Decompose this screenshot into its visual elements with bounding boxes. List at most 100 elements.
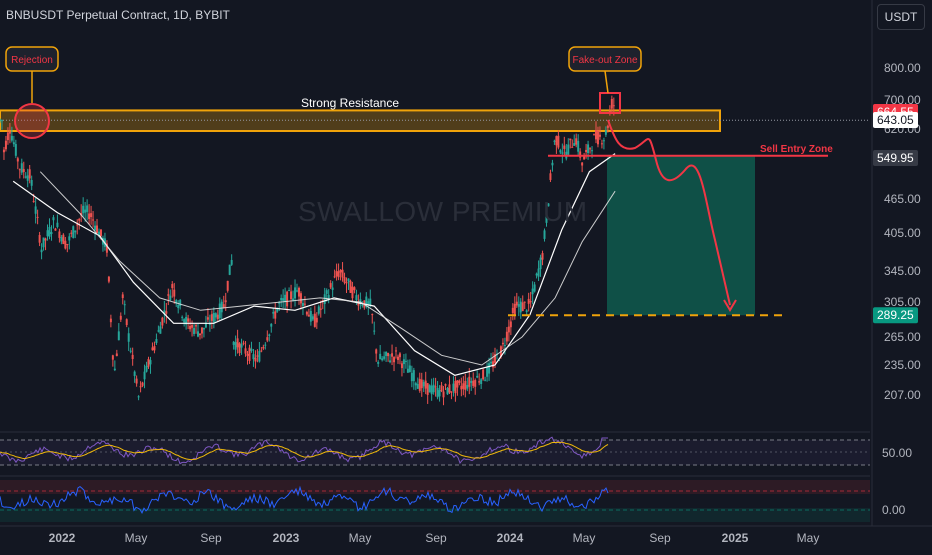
- candle-body: [258, 351, 261, 362]
- candle-body: [34, 206, 37, 214]
- candle-body: [86, 205, 89, 212]
- candle-body: [159, 326, 162, 334]
- candle-body: [26, 175, 29, 181]
- y-tick-label: 700.00: [884, 93, 921, 107]
- candle-body: [179, 299, 182, 307]
- candle-body: [153, 346, 156, 351]
- candle-body: [260, 350, 263, 352]
- candle-body: [373, 330, 376, 332]
- candle-body: [567, 144, 570, 155]
- candle-body: [200, 327, 203, 334]
- candle-body: [367, 301, 370, 305]
- candle-body: [347, 278, 350, 282]
- candle-body: [408, 365, 411, 373]
- projection-arrow: [723, 299, 737, 312]
- candle-body: [145, 365, 148, 372]
- candle-body: [365, 296, 368, 307]
- candle-body: [278, 302, 281, 304]
- candle-body: [129, 350, 132, 352]
- candle-body: [452, 383, 455, 392]
- candle-body: [72, 226, 75, 238]
- candle-body: [181, 316, 184, 318]
- candle-body: [157, 330, 160, 332]
- candle-body: [133, 371, 136, 377]
- candle-body: [478, 381, 481, 383]
- candle-body: [48, 226, 51, 237]
- y-tick-label: 207.00: [884, 388, 921, 402]
- y-tick-label: 345.00: [884, 264, 921, 278]
- rejection-label: Rejection: [11, 55, 53, 66]
- candle-body: [210, 314, 213, 321]
- candle-body: [149, 360, 152, 365]
- candle-body: [555, 136, 558, 146]
- candle-body: [594, 129, 597, 140]
- candle-body: [468, 376, 471, 387]
- candle-body: [454, 380, 457, 394]
- candle-body: [375, 349, 378, 354]
- candle-body: [173, 289, 176, 297]
- resistance-label: Strong Resistance: [301, 96, 399, 110]
- candle-body: [32, 201, 35, 203]
- candle-body: [325, 290, 328, 294]
- candle-body: [551, 162, 554, 166]
- candle-body: [121, 294, 124, 299]
- candle-body: [539, 257, 542, 270]
- candle-body: [248, 347, 251, 361]
- candle-body: [198, 333, 201, 336]
- candle-body: [549, 173, 552, 180]
- candle-body: [432, 384, 435, 393]
- fakeout-pointer: [604, 70, 609, 94]
- candle-body: [402, 359, 405, 365]
- candle-body: [416, 384, 419, 389]
- candle-body: [494, 354, 497, 363]
- candle-body: [442, 391, 445, 398]
- currency-button[interactable]: USDT: [877, 4, 925, 30]
- candle-body: [553, 140, 556, 142]
- rsi-line: [0, 436, 608, 465]
- candle-body: [28, 169, 31, 179]
- candle-body: [430, 385, 433, 395]
- candle-body: [254, 357, 257, 362]
- candle-body: [450, 391, 453, 393]
- candle-body: [398, 353, 401, 358]
- x-tick-label: 2022: [49, 531, 76, 545]
- candle-body: [537, 268, 540, 277]
- candle-body: [395, 350, 398, 352]
- candle-body: [70, 232, 73, 234]
- candle-body: [531, 288, 534, 295]
- candle-body: [270, 323, 273, 327]
- candle-body: [155, 339, 158, 343]
- candle-body: [82, 205, 85, 214]
- candle-body: [222, 304, 225, 308]
- candle-body: [280, 297, 283, 301]
- candle-body: [509, 321, 512, 328]
- candle-body: [12, 142, 15, 145]
- candle-body: [311, 316, 314, 320]
- candle-body: [492, 361, 495, 368]
- candle-body: [349, 280, 352, 293]
- candle-body: [418, 378, 421, 391]
- candle-body: [165, 311, 168, 314]
- candle-body: [224, 300, 227, 303]
- candle-body: [327, 294, 330, 300]
- candle-body: [123, 304, 126, 306]
- price-tag-label: 289.25: [877, 308, 914, 322]
- candle-body: [482, 369, 485, 380]
- x-tick-label: Sep: [649, 531, 671, 545]
- candle-body: [297, 287, 300, 297]
- candle-body: [610, 98, 613, 109]
- candle-body: [557, 135, 560, 148]
- candle-body: [369, 298, 372, 307]
- candle-body: [472, 380, 475, 386]
- candle-body: [309, 310, 312, 322]
- candle-body: [216, 314, 219, 320]
- candle-body: [329, 283, 332, 288]
- candle-body: [513, 303, 516, 316]
- candle-body: [187, 318, 190, 322]
- candle-body: [476, 375, 479, 378]
- candle-body: [191, 325, 194, 328]
- candle-body: [543, 230, 546, 239]
- candle-body: [527, 298, 530, 304]
